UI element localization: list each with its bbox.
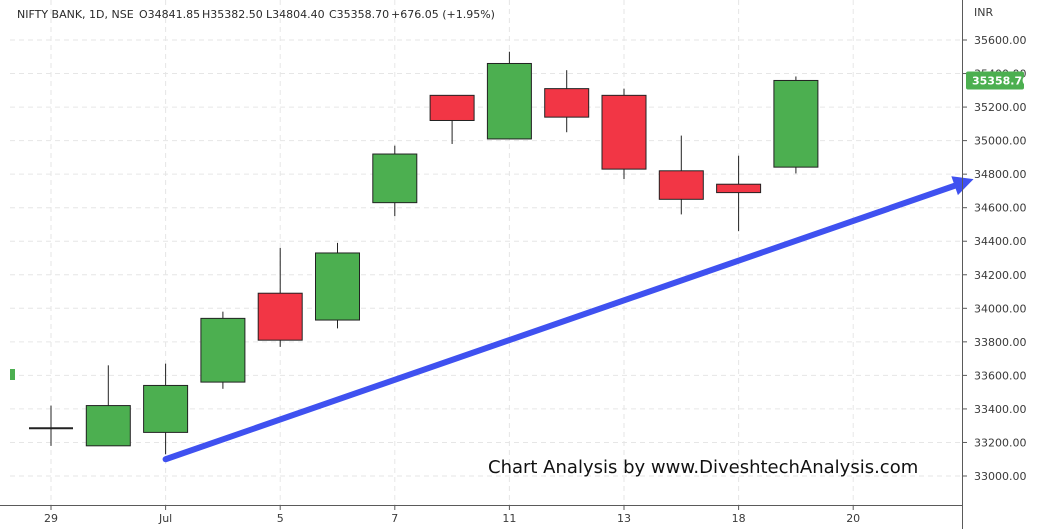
change-value: +676.05 (+1.95%): [391, 8, 495, 21]
candle-up[interactable]: [486, 51, 532, 140]
y-tick-label: 35200.00: [974, 101, 1027, 114]
x-tick-label: 29: [44, 512, 58, 525]
candle-down[interactable]: [257, 247, 303, 347]
watermark-text: Chart Analysis by www.DiveshtechAnalysis…: [488, 457, 918, 478]
candle-up[interactable]: [372, 145, 418, 217]
low-value: L34804.40: [266, 8, 325, 21]
candle-body: [315, 252, 360, 321]
candle-body: [85, 405, 131, 447]
y-tick-label: 34200.00: [974, 269, 1027, 282]
y-tick-label: 35600.00: [974, 34, 1027, 47]
y-tick-label: 33400.00: [974, 403, 1027, 416]
symbol-label: NIFTY BANK, 1D, NSE: [17, 8, 134, 21]
candle-body: [773, 79, 819, 168]
trendline-shaft[interactable]: [162, 182, 958, 463]
candle-up[interactable]: [85, 365, 131, 447]
candle-down[interactable]: [716, 155, 762, 232]
x-tick-label: 11: [502, 512, 516, 525]
currency-label: INR: [974, 6, 993, 19]
candle-down[interactable]: [544, 70, 590, 133]
axes: [0, 0, 963, 529]
candle-body: [143, 384, 189, 433]
candle-up[interactable]: [200, 311, 246, 389]
x-tick-label: 7: [391, 512, 398, 525]
candle-up[interactable]: [29, 405, 73, 446]
x-tick-label: Jul: [158, 512, 172, 525]
x-tick-label: 13: [617, 512, 631, 525]
candle-down[interactable]: [429, 94, 475, 144]
offscreen-bar-marker: [10, 369, 15, 380]
close-value: C35358.70: [329, 8, 389, 21]
candles[interactable]: [29, 51, 819, 455]
candle-body: [257, 292, 303, 341]
candle-body: [716, 183, 762, 194]
x-axis-ticks: 29 Jul 5 7 11 13 18 20: [44, 505, 860, 525]
y-tick-label: 34600.00: [974, 202, 1027, 215]
candle-body: [200, 317, 246, 383]
x-tick-label: 18: [732, 512, 746, 525]
candle-body: [429, 94, 475, 121]
y-tick-label: 33200.00: [974, 436, 1027, 449]
x-tick-label: 5: [277, 512, 284, 525]
y-tick-label: 34400.00: [974, 235, 1027, 248]
candle-body: [601, 94, 647, 170]
high-value: H35382.50: [202, 8, 263, 21]
y-tick-label: 33600.00: [974, 369, 1027, 382]
y-axis-ticks: 33000.00 33200.00 33400.00 33600.00 33800.00…: [962, 34, 1027, 483]
candle-up[interactable]: [773, 76, 819, 174]
candle-body: [658, 170, 704, 200]
candle-down[interactable]: [601, 88, 647, 180]
open-value: O34841.85: [139, 8, 200, 21]
x-tick-label: 20: [846, 512, 860, 525]
candle-body: [372, 153, 418, 204]
candle-up[interactable]: [315, 242, 360, 329]
candle-body: [544, 88, 590, 118]
candle-body: [486, 62, 532, 140]
y-tick-label: 34800.00: [974, 168, 1027, 181]
y-tick-label: 35000.00: [974, 135, 1027, 148]
y-tick-label: 33800.00: [974, 336, 1027, 349]
y-tick-label: 33000.00: [974, 470, 1027, 483]
last-price-label: 35358.70: [972, 74, 1030, 87]
candle-down[interactable]: [658, 135, 704, 215]
candle-up[interactable]: [143, 363, 189, 455]
last-price-tag: 35358.70: [966, 71, 1030, 90]
y-tick-label: 34000.00: [974, 302, 1027, 315]
